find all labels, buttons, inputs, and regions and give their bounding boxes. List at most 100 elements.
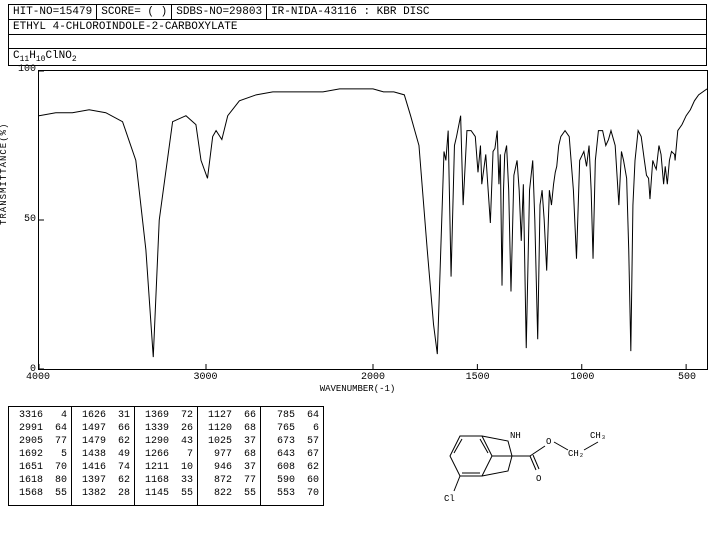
peak-transmittance: 5: [49, 448, 67, 461]
peak-row: 143849: [76, 448, 130, 461]
molecular-formula: C11H10ClNO2: [9, 49, 706, 65]
peak-transmittance: 62: [112, 435, 130, 448]
peak-row: 78564: [265, 409, 319, 422]
x-axis-label: WAVENUMBER(-1): [320, 384, 396, 394]
x-tick: 1500: [466, 372, 490, 383]
peak-wavenumber: 2905: [13, 435, 43, 448]
peak-transmittance: 70: [301, 487, 319, 500]
peak-transmittance: 6: [301, 422, 319, 435]
y-axis-label: TRANSMITTANCE(%): [0, 123, 9, 225]
compound-name: ETHYL 4-CHLOROINDOLE-2-CARBOXYLATE: [9, 20, 706, 34]
peak-wavenumber: 822: [202, 487, 232, 500]
x-tick: 2000: [361, 372, 385, 383]
peak-row: 60862: [265, 461, 319, 474]
peak-wavenumber: 3316: [13, 409, 43, 422]
peak-transmittance: 7: [175, 448, 193, 461]
peak-row: 82255: [202, 487, 256, 500]
peak-wavenumber: 1127: [202, 409, 232, 422]
peak-wavenumber: 872: [202, 474, 232, 487]
peak-transmittance: 55: [49, 487, 67, 500]
peak-row: 161880: [13, 474, 67, 487]
peak-wavenumber: 1416: [76, 461, 106, 474]
peak-transmittance: 72: [175, 409, 193, 422]
peak-row: 121110: [139, 461, 193, 474]
method: IR-NIDA-43116 : KBR DISC: [267, 5, 706, 19]
peak-transmittance: 4: [49, 409, 67, 422]
y-tick: 100: [18, 64, 36, 75]
peak-transmittance: 57: [301, 435, 319, 448]
peak-wavenumber: 1025: [202, 435, 232, 448]
peak-wavenumber: 946: [202, 461, 232, 474]
peak-transmittance: 77: [238, 474, 256, 487]
peak-row: 1568 55: [13, 487, 67, 500]
peak-row: 1127 66: [202, 409, 256, 422]
peak-transmittance: 43: [175, 435, 193, 448]
peak-row: 1497 66: [76, 422, 130, 435]
bottom-panel: 3316429916429057716925165170161880156855…: [8, 406, 707, 506]
peak-row: 1651 70: [13, 461, 67, 474]
peak-row: 553 70: [265, 487, 319, 500]
header: HIT-NO=15479 SCORE= ( ) SDBS-NO=29803 IR…: [8, 4, 707, 66]
peak-transmittance: 70: [49, 461, 67, 474]
peak-wavenumber: 1568: [13, 487, 43, 500]
peak-row: 133926: [139, 422, 193, 435]
peak-wavenumber: 1120: [202, 422, 232, 435]
blank-row: [9, 35, 706, 48]
peak-table: 3316429916429057716925165170161880156855…: [8, 406, 324, 506]
peak-row: 1416 74: [76, 461, 130, 474]
peak-transmittance: 62: [112, 474, 130, 487]
o-single-label: O: [546, 437, 551, 447]
peak-row: 765 6: [265, 422, 319, 435]
x-tick: 500: [678, 372, 696, 383]
peak-row: 977 68: [202, 448, 256, 461]
peak-wavenumber: 977: [202, 448, 232, 461]
peak-wavenumber: 1211: [139, 461, 169, 474]
peak-wavenumber: 1692: [13, 448, 43, 461]
x-tick: 4000: [26, 372, 50, 383]
peak-column: 1369721339261290431266712111011683311455…: [135, 407, 198, 505]
peak-column: 11276611206810253797768946378727782255: [198, 407, 261, 505]
peak-row: 2905 77: [13, 435, 67, 448]
peak-wavenumber: 553: [265, 487, 295, 500]
peak-row: 299164: [13, 422, 67, 435]
hit-no: HIT-NO=15479: [9, 5, 97, 19]
peak-row: 64367: [265, 448, 319, 461]
ch3-label: CH₃: [590, 431, 606, 441]
peak-transmittance: 77: [49, 435, 67, 448]
peak-row: 102537: [202, 435, 256, 448]
peak-row: 1692 5: [13, 448, 67, 461]
peak-wavenumber: 2991: [13, 422, 43, 435]
peak-row: 3316 4: [13, 409, 67, 422]
x-tick: 1000: [570, 372, 594, 383]
peak-wavenumber: 1651: [13, 461, 43, 474]
peak-transmittance: 33: [175, 474, 193, 487]
peak-row: 12667: [139, 448, 193, 461]
ch2-label: CH₂: [568, 449, 584, 459]
peak-wavenumber: 643: [265, 448, 295, 461]
peak-wavenumber: 1618: [13, 474, 43, 487]
peak-transmittance: 60: [301, 474, 319, 487]
o-double-label: O: [536, 474, 541, 484]
peak-column: 1626311497661479621438491416741397621382…: [72, 407, 135, 505]
peak-row: 673 57: [265, 435, 319, 448]
peak-transmittance: 66: [238, 409, 256, 422]
peak-wavenumber: 1479: [76, 435, 106, 448]
peak-wavenumber: 1290: [139, 435, 169, 448]
peak-row: 94637: [202, 461, 256, 474]
peak-transmittance: 68: [238, 422, 256, 435]
nh-label: NH: [510, 431, 521, 441]
peak-wavenumber: 1497: [76, 422, 106, 435]
peak-wavenumber: 673: [265, 435, 295, 448]
score: SCORE= ( ): [97, 5, 172, 19]
peak-transmittance: 66: [112, 422, 130, 435]
peak-wavenumber: 765: [265, 422, 295, 435]
peak-transmittance: 74: [112, 461, 130, 474]
peak-wavenumber: 1382: [76, 487, 106, 500]
peak-wavenumber: 1145: [139, 487, 169, 500]
peak-wavenumber: 608: [265, 461, 295, 474]
peak-column: 3316 42991642905 77 1692 5 1651 701618801568 55: [9, 407, 72, 505]
peak-row: 162631: [76, 409, 130, 422]
peak-transmittance: 68: [238, 448, 256, 461]
peak-transmittance: 64: [301, 409, 319, 422]
peak-row: 872 77: [202, 474, 256, 487]
